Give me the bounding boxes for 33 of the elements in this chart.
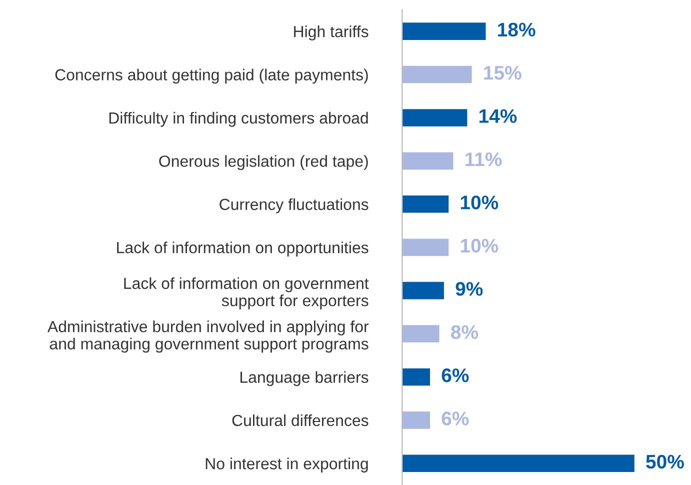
y-tick-label: Language barriers [240,371,368,386]
bar [402,412,430,429]
data-label: 10% [460,238,498,253]
y-tick-label: Onerous legislation (red tape) [159,155,368,170]
data-label: 11% [466,152,502,166]
bar [402,22,486,40]
bar [402,282,444,300]
data-label: 50% [646,454,684,469]
bar [402,66,472,84]
bar [402,109,468,126]
bar [402,238,449,256]
y-tick-label: Currency fluctuations [220,198,368,214]
y-tick-label: Difficulty in finding customers abroad [109,112,368,127]
data-label: 10% [460,196,498,210]
bar [402,454,634,472]
data-label: 6% [442,412,469,426]
bar [402,325,440,342]
y-tick-label: Concerns about getting paid (late payments) [55,68,368,84]
data-label: 14% [480,109,517,123]
data-label: 6% [442,368,469,382]
bar [402,368,430,386]
y-tick-label: Lack of information on government support for exporters [124,277,369,310]
y-tick-label: High tariffs [294,26,368,40]
y-tick-label: Cultural differences [232,414,368,426]
data-label: 8% [451,325,478,339]
bar [402,152,454,170]
data-label: 18% [498,22,536,37]
bar [402,196,449,213]
data-label: 9% [456,282,483,296]
y-tick-label: Lack of information on opportunities [117,242,368,256]
y-tick-label: No interest in exporting [206,458,368,472]
y-tick-label: Administrative burden involved in applying for and managing government support programs [47,320,369,353]
data-label: 15% [484,66,522,80]
